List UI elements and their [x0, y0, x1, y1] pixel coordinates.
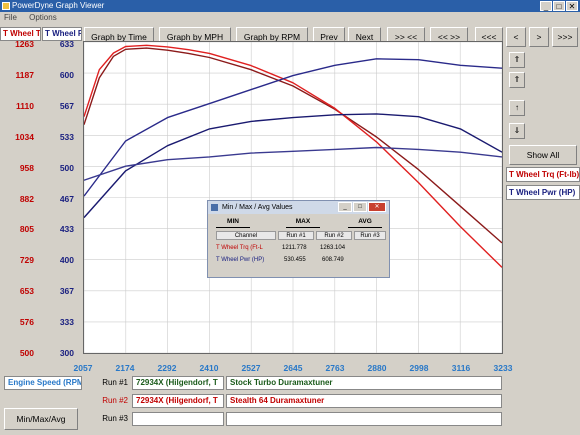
rpm-axis-tick-label: 2174 [115, 363, 135, 373]
torque-axis-tick-label: 1263 [15, 39, 34, 49]
rpm-axis-tick-label: 2410 [199, 363, 219, 373]
scale-up-button[interactable]: ↑ [509, 100, 525, 116]
rpm-axis-tick-label: 3233 [493, 363, 513, 373]
rpm-axis-tick-label: 2998 [409, 363, 429, 373]
torque-axis-tick-label: 882 [19, 193, 34, 204]
series-line-3 [83, 113, 503, 219]
app-icon [2, 2, 10, 10]
show-all-button[interactable]: Show All [509, 145, 577, 165]
min-max-avg-button[interactable]: Min/Max/Avg [4, 408, 78, 430]
menu-bar: File Options [0, 12, 580, 23]
minimize-button[interactable]: _ [540, 1, 552, 11]
legend-power[interactable]: T Wheel Pwr (HP) [506, 185, 580, 200]
power-axis-tick-label: 300 [59, 348, 74, 358]
rpm-axis-tick-label: 2057 [73, 363, 93, 373]
run-3-file[interactable] [132, 412, 224, 426]
dialog-header-channel: Channel [216, 231, 276, 240]
window-title: PowerDyne Graph Viewer [12, 1, 105, 10]
torque-axis-tick-label: 805 [19, 224, 34, 235]
rpm-axis-tick-label: 2880 [367, 363, 387, 373]
rpm-axis-tick-label: 2645 [283, 363, 303, 373]
power-axis-tick-label: 533 [59, 131, 74, 142]
series-line-2 [83, 44, 503, 268]
menu-file[interactable]: File [4, 13, 17, 22]
torque-axis-tick-label: 1187 [15, 69, 34, 80]
dialog-close-button[interactable]: ✕ [368, 202, 386, 212]
torque-axis-tick-label: 1034 [15, 131, 34, 142]
run-1-file[interactable]: 72934X (Hilgendorf, T [132, 376, 224, 390]
run-2-file[interactable]: 72934X (Hilgendorf, T [132, 394, 224, 408]
torque-axis-tick-label: 500 [19, 348, 34, 358]
dialog-title: Min / Max / Avg Values [222, 204, 293, 211]
min-max-avg-dialog: Min / Max / Avg Values _ □ ✕ MIN MAX AVG… [207, 200, 390, 278]
torque-axis-tick-label: 1110 [16, 100, 34, 111]
dialog-minimize-button[interactable]: _ [338, 202, 352, 212]
power-axis-tick-label: 333 [59, 317, 74, 328]
dialog-tab-max[interactable]: MAX [286, 217, 320, 228]
power-axis-tick-label: 367 [59, 286, 74, 297]
dialog-row-power-run1: 530.455 [284, 257, 306, 263]
graph-plot-area[interactable] [83, 41, 503, 354]
power-axis-tick-label: 633 [59, 39, 74, 49]
dialog-row-torque-run1: 1211.778 [282, 245, 307, 251]
power-axis-tick-label: 400 [59, 255, 74, 266]
rpm-axis-tick-label: 2292 [157, 363, 177, 373]
power-axis-tick-label: 567 [59, 100, 74, 111]
maximize-button[interactable]: □ [553, 1, 565, 11]
close-button[interactable]: ✕ [566, 1, 578, 11]
torque-axis-tick-label: 576 [19, 317, 34, 328]
rpm-axis-tick-label: 2527 [241, 363, 261, 373]
legend-torque[interactable]: T Wheel Trq (Ft-lb) [506, 167, 580, 182]
dialog-header-run2: Run #2 [316, 231, 352, 240]
rpm-axis-tick-label: 2763 [325, 363, 345, 373]
dialog-app-icon [211, 204, 218, 211]
power-axis-tick-label: 600 [59, 69, 74, 80]
run-2-description[interactable]: Stealth 64 Duramaxtuner [226, 394, 502, 408]
dialog-row-power-run2: 608.749 [322, 257, 344, 263]
series-line-5 [83, 146, 503, 181]
x-channel-field[interactable]: Engine Speed (RPM) [4, 376, 82, 390]
shift-right-button[interactable]: > [529, 27, 549, 47]
run-3-label: Run #3 [102, 414, 128, 423]
torque-axis-tick-label: 729 [19, 255, 34, 266]
dialog-tab-avg[interactable]: AVG [348, 217, 382, 228]
run-1-label: Run #1 [102, 378, 128, 387]
torque-axis-tick-label: 958 [19, 162, 34, 173]
rpm-chart [83, 41, 503, 354]
rpm-axis-tick-label: 3116 [451, 363, 471, 373]
window-titlebar: PowerDyne Graph Viewer _ □ ✕ [0, 0, 580, 12]
dialog-row-torque-run2: 1263.104 [320, 245, 346, 251]
torque-axis-tick-label: 653 [19, 286, 34, 297]
dialog-row-torque-channel: T Wheel Trq (Ft-L [216, 245, 263, 251]
power-axis-channel-label[interactable]: T Wheel P [42, 27, 82, 41]
run-3-description[interactable] [226, 412, 502, 426]
menu-options[interactable]: Options [29, 13, 57, 22]
shift-far-right-button[interactable]: >>> [552, 27, 578, 47]
torque-axis-channel-label[interactable]: T Wheel T [0, 27, 41, 41]
dialog-tab-min[interactable]: MIN [216, 217, 250, 228]
dialog-row-power-channel: T Wheel Pwr (HP) [216, 257, 265, 263]
run-2-label: Run #2 [102, 396, 128, 405]
scale-up-fast-button[interactable]: ⇑ [509, 52, 525, 68]
power-axis-tick-label: 433 [59, 224, 74, 235]
dialog-header-run3: Run #3 [354, 231, 386, 240]
series-line-1 [83, 47, 503, 244]
power-axis-tick-label: 500 [59, 162, 74, 173]
run-1-description[interactable]: Stock Turbo Duramaxtuner [226, 376, 502, 390]
scale-down-fast-button[interactable]: ⇓ [509, 123, 525, 139]
scale-up-fast-button-2[interactable]: ⇑ [509, 72, 525, 88]
dialog-titlebar: Min / Max / Avg Values _ □ ✕ [208, 201, 389, 214]
power-axis-tick-label: 467 [59, 193, 74, 204]
series-line-4 [83, 58, 503, 197]
shift-left-button[interactable]: < [506, 27, 526, 47]
dialog-header-run1: Run #1 [278, 231, 314, 240]
dialog-maximize-button[interactable]: □ [353, 202, 367, 212]
